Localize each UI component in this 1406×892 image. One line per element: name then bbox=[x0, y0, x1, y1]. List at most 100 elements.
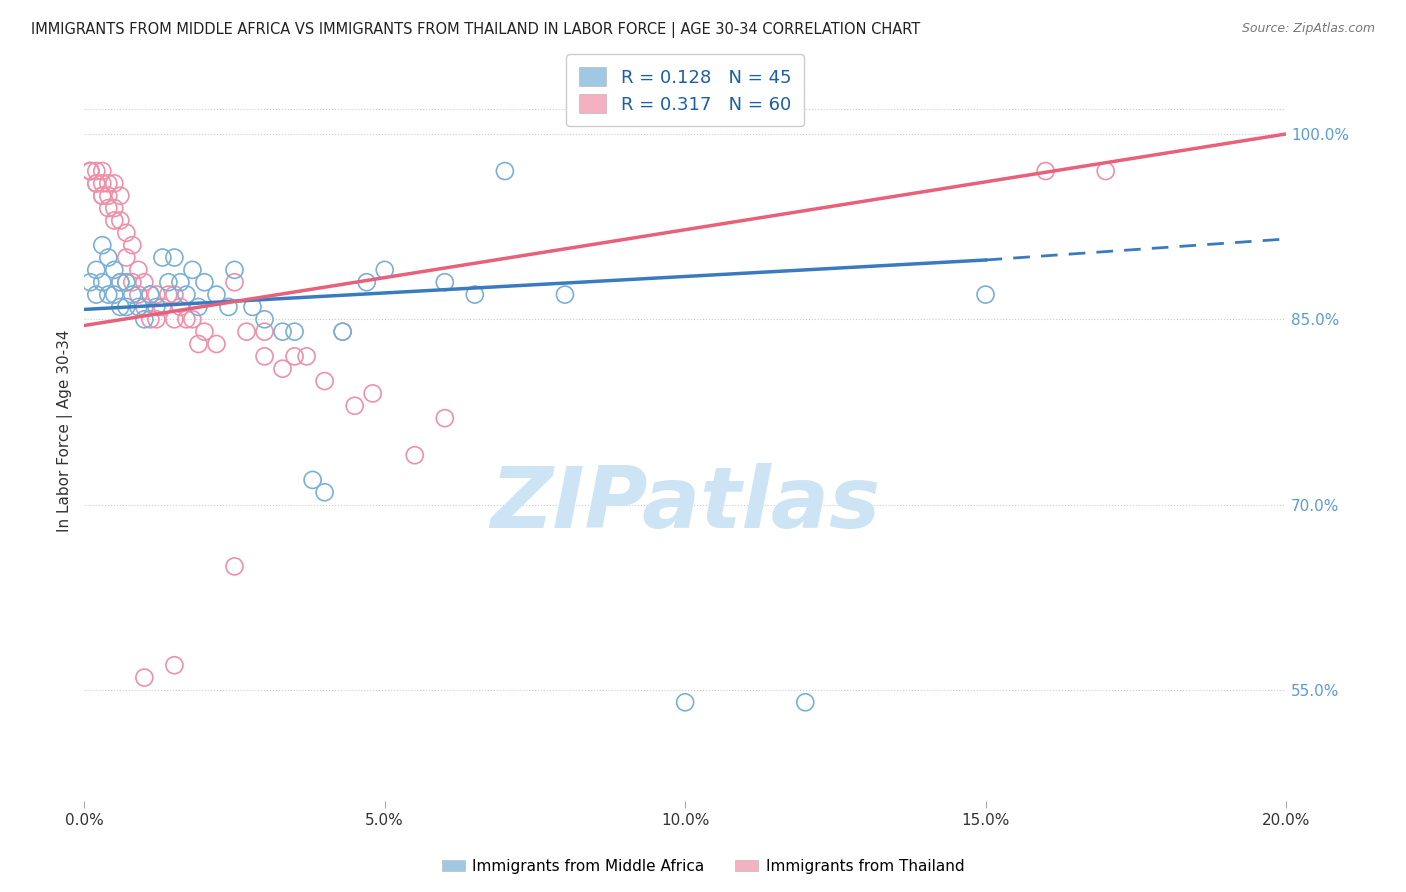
Point bbox=[295, 350, 318, 364]
Point bbox=[97, 188, 120, 202]
Y-axis label: In Labor Force | Age 30-34: In Labor Force | Age 30-34 bbox=[58, 329, 73, 532]
Point bbox=[169, 300, 191, 314]
Point bbox=[139, 287, 162, 301]
Point bbox=[139, 312, 162, 326]
Point bbox=[103, 213, 125, 227]
Text: ZIPatlas: ZIPatlas bbox=[491, 463, 880, 546]
Point bbox=[84, 164, 107, 178]
Legend: R = 0.128   N = 45, R = 0.317   N = 60: R = 0.128 N = 45, R = 0.317 N = 60 bbox=[567, 54, 804, 127]
Point bbox=[242, 300, 264, 314]
Point bbox=[110, 275, 132, 289]
Point bbox=[1035, 164, 1057, 178]
Point bbox=[127, 263, 149, 277]
Point bbox=[134, 275, 156, 289]
Point bbox=[121, 238, 143, 252]
Point bbox=[91, 238, 114, 252]
Point bbox=[97, 251, 120, 265]
Point bbox=[91, 275, 114, 289]
Point bbox=[134, 300, 156, 314]
Point bbox=[145, 312, 167, 326]
Point bbox=[176, 312, 198, 326]
Point bbox=[91, 188, 114, 202]
Point bbox=[187, 337, 209, 351]
Point bbox=[169, 275, 191, 289]
Point bbox=[121, 275, 143, 289]
Point bbox=[110, 275, 132, 289]
Point bbox=[84, 263, 107, 277]
Point bbox=[163, 658, 186, 673]
Point bbox=[314, 374, 336, 388]
Point bbox=[554, 287, 576, 301]
Point bbox=[284, 350, 307, 364]
Point bbox=[103, 263, 125, 277]
Point bbox=[163, 251, 186, 265]
Legend: Immigrants from Middle Africa, Immigrants from Thailand: Immigrants from Middle Africa, Immigrant… bbox=[436, 853, 970, 880]
Point bbox=[115, 300, 138, 314]
Point bbox=[332, 325, 354, 339]
Point bbox=[115, 251, 138, 265]
Point bbox=[91, 177, 114, 191]
Point bbox=[361, 386, 384, 401]
Point bbox=[301, 473, 323, 487]
Point bbox=[103, 287, 125, 301]
Text: IMMIGRANTS FROM MIDDLE AFRICA VS IMMIGRANTS FROM THAILAND IN LABOR FORCE | AGE 3: IMMIGRANTS FROM MIDDLE AFRICA VS IMMIGRA… bbox=[31, 22, 920, 38]
Point bbox=[224, 263, 246, 277]
Point bbox=[332, 325, 354, 339]
Point bbox=[224, 559, 246, 574]
Point bbox=[271, 361, 294, 376]
Point bbox=[157, 287, 180, 301]
Point bbox=[181, 263, 204, 277]
Point bbox=[134, 671, 156, 685]
Point bbox=[97, 177, 120, 191]
Point bbox=[110, 300, 132, 314]
Point bbox=[97, 201, 120, 215]
Point bbox=[974, 287, 997, 301]
Point bbox=[433, 275, 456, 289]
Point bbox=[157, 275, 180, 289]
Point bbox=[673, 695, 696, 709]
Text: Source: ZipAtlas.com: Source: ZipAtlas.com bbox=[1241, 22, 1375, 36]
Point bbox=[145, 300, 167, 314]
Point bbox=[284, 325, 307, 339]
Point bbox=[224, 275, 246, 289]
Point bbox=[356, 275, 378, 289]
Point bbox=[235, 325, 257, 339]
Point bbox=[115, 275, 138, 289]
Point bbox=[139, 287, 162, 301]
Point bbox=[121, 287, 143, 301]
Point bbox=[163, 312, 186, 326]
Point bbox=[253, 350, 276, 364]
Point bbox=[152, 300, 174, 314]
Point bbox=[374, 263, 396, 277]
Point bbox=[187, 300, 209, 314]
Point bbox=[494, 164, 516, 178]
Point bbox=[79, 275, 101, 289]
Point bbox=[91, 188, 114, 202]
Point bbox=[218, 300, 240, 314]
Point bbox=[314, 485, 336, 500]
Point bbox=[271, 325, 294, 339]
Point bbox=[103, 201, 125, 215]
Point bbox=[152, 251, 174, 265]
Point bbox=[84, 287, 107, 301]
Point bbox=[163, 287, 186, 301]
Point bbox=[1094, 164, 1116, 178]
Point bbox=[205, 287, 228, 301]
Point bbox=[79, 164, 101, 178]
Point bbox=[115, 226, 138, 240]
Point bbox=[110, 188, 132, 202]
Point bbox=[193, 275, 215, 289]
Point bbox=[794, 695, 817, 709]
Point bbox=[84, 177, 107, 191]
Point bbox=[193, 325, 215, 339]
Point bbox=[145, 287, 167, 301]
Point bbox=[91, 164, 114, 178]
Point bbox=[134, 312, 156, 326]
Point bbox=[103, 177, 125, 191]
Point bbox=[84, 177, 107, 191]
Point bbox=[127, 300, 149, 314]
Point bbox=[176, 287, 198, 301]
Point bbox=[97, 287, 120, 301]
Point bbox=[79, 164, 101, 178]
Point bbox=[205, 337, 228, 351]
